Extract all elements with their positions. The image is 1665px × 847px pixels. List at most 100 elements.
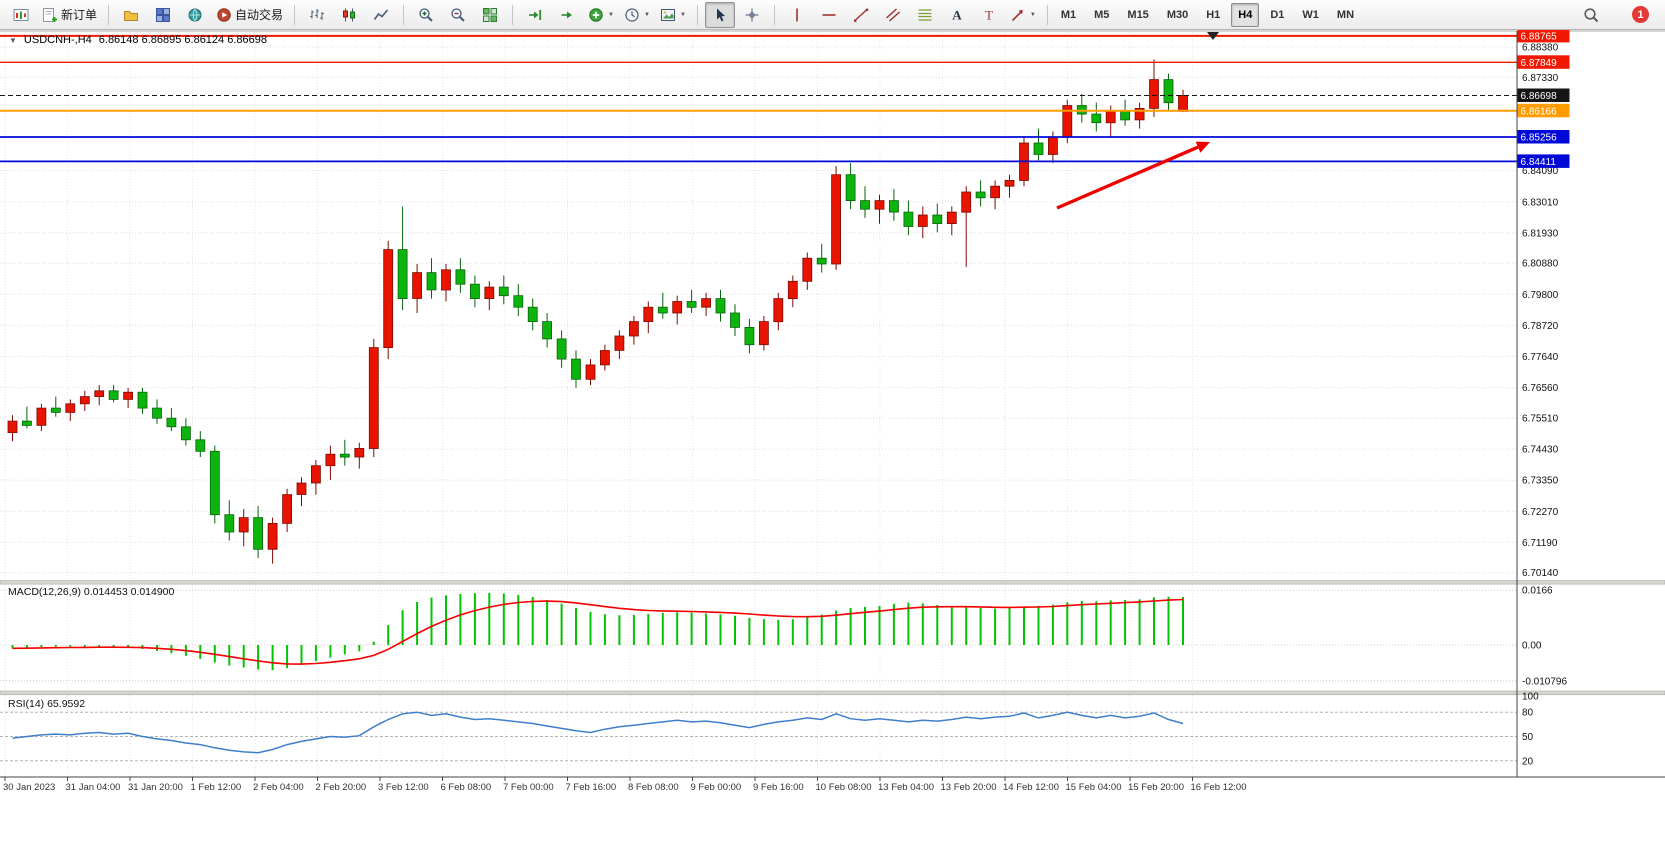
timeframe-m1-button[interactable]: M1	[1060, 8, 1077, 21]
timeframe-h1-button[interactable]: H1	[1206, 8, 1221, 21]
price-tag[interactable]	[1517, 55, 1570, 69]
timeframe-m15-button[interactable]: M15	[1127, 8, 1149, 21]
candle-body	[917, 214, 928, 227]
crosshair-button[interactable]	[737, 2, 767, 28]
price-tag[interactable]	[1517, 28, 1570, 43]
time-axis-label: 6 Feb 08:00	[441, 782, 492, 793]
horizontal-line-button[interactable]	[814, 2, 844, 28]
fibonacci-button[interactable]	[910, 2, 940, 28]
vertical-line-button[interactable]	[782, 2, 812, 28]
candlestick-chart-button[interactable]	[334, 2, 364, 28]
price-axis-label: 6.70140	[1522, 568, 1559, 579]
candle-body	[527, 306, 538, 323]
price-tag[interactable]	[1517, 103, 1570, 118]
price-tag-text: 6.84411	[1521, 157, 1557, 168]
candle-body	[643, 306, 654, 323]
market-watch-button[interactable]	[180, 2, 210, 28]
text-icon: A	[949, 7, 965, 23]
candle-body	[282, 494, 293, 524]
profiles-button[interactable]	[148, 2, 178, 28]
bar-chart-button[interactable]	[302, 2, 332, 28]
time-axis-label: 10 Feb 08:00	[816, 782, 872, 793]
line-chart-button[interactable]	[366, 2, 396, 28]
timeframe-d1-button[interactable]: D1	[1270, 8, 1285, 21]
candle-body	[397, 249, 408, 300]
candle-body	[571, 358, 581, 380]
candle-body	[238, 517, 249, 533]
price-tag[interactable]	[1517, 88, 1570, 103]
applogo-icon	[13, 7, 29, 23]
timeframe-mn-button[interactable]: MN	[1336, 8, 1355, 21]
toolbar-separator	[512, 4, 514, 25]
candle-body	[253, 517, 264, 550]
zoom-out-button[interactable]	[443, 2, 473, 28]
zoom-in-button[interactable]	[411, 2, 441, 28]
trend-arrow-head[interactable]	[1195, 141, 1210, 153]
candle-body	[1033, 142, 1044, 155]
timeframe-m30-button[interactable]: M30	[1166, 8, 1189, 21]
candle-body	[21, 420, 32, 426]
price-tag-text: 6.87849	[1521, 58, 1558, 69]
shapes-button[interactable]: ▼	[1006, 2, 1040, 28]
search-button[interactable]	[1576, 2, 1606, 28]
templates-button[interactable]: ▼	[656, 2, 690, 28]
new-order-button[interactable]: 新订单	[38, 2, 101, 28]
candle-body	[1004, 179, 1015, 187]
text-button[interactable]: A	[942, 2, 972, 28]
candle-body	[368, 347, 379, 449]
candle-body	[860, 200, 870, 210]
cursor-button[interactable]	[704, 1, 735, 28]
panel-separator[interactable]	[0, 690, 1665, 696]
candle-body	[686, 301, 697, 308]
text-label-button[interactable]: T	[974, 2, 1004, 28]
timeframe-m5-button[interactable]: M5	[1094, 8, 1110, 21]
price-tag[interactable]	[1517, 130, 1570, 144]
auto-trading-button[interactable]: 自动交易	[212, 2, 287, 28]
candle-body	[339, 453, 350, 458]
rsi-axis-label: 20	[1522, 756, 1534, 767]
candle-body	[932, 214, 943, 225]
candle-body	[1105, 110, 1116, 124]
charts-folder-button[interactable]	[116, 2, 146, 28]
chart-collapse-icon[interactable]: ▼	[9, 35, 17, 45]
toolbar-right-group: 1	[1576, 2, 1659, 28]
trendline-button[interactable]	[846, 2, 876, 28]
channel-button[interactable]	[878, 2, 908, 28]
ohlc-values-text: 6.86148 6.86895 6.86124 6.86698	[98, 34, 267, 46]
auto-scroll-button[interactable]	[552, 2, 582, 28]
trend-arrow[interactable]	[1056, 145, 1199, 210]
price-tag-text: 6.85256	[1521, 133, 1558, 144]
top-marker-icon[interactable]	[1207, 32, 1219, 40]
hline-icon	[821, 7, 837, 23]
candle-body	[209, 450, 220, 516]
candle-body	[787, 280, 798, 299]
timeframe-w1-button[interactable]: W1	[1302, 8, 1319, 21]
autoscroll-icon	[559, 7, 575, 23]
chart-shift-button[interactable]	[520, 2, 550, 28]
time-axis-label: 9 Feb 00:00	[691, 782, 742, 793]
timeframe-h4-button[interactable]: H4	[1231, 2, 1260, 27]
notification-badge[interactable]: 1	[1632, 6, 1649, 23]
market-icon	[187, 7, 203, 23]
candle-body	[672, 301, 683, 314]
tile-windows-button[interactable]	[475, 2, 505, 28]
indicators-button[interactable]: ▼	[584, 2, 618, 28]
svg-text:A: A	[952, 7, 962, 22]
candle-body	[889, 200, 899, 213]
macd-signal-line	[12, 598, 1184, 665]
price-axis-label: 6.75510	[1522, 413, 1559, 424]
price-axis-label: 6.72270	[1522, 507, 1559, 518]
panel-separator[interactable]	[0, 580, 1665, 585]
folder-icon	[123, 7, 139, 23]
candle-body	[629, 321, 639, 337]
price-tag[interactable]	[1517, 154, 1570, 168]
candle-body	[701, 298, 711, 308]
candle-body	[773, 298, 784, 323]
label-icon: T	[981, 7, 997, 23]
time-axis-label: 30 Jan 2023	[3, 782, 55, 793]
price-axis-label: 6.80880	[1522, 259, 1559, 270]
periods-button[interactable]: ▼	[620, 2, 654, 28]
tiles-icon	[482, 7, 498, 23]
candle-body	[845, 174, 856, 201]
